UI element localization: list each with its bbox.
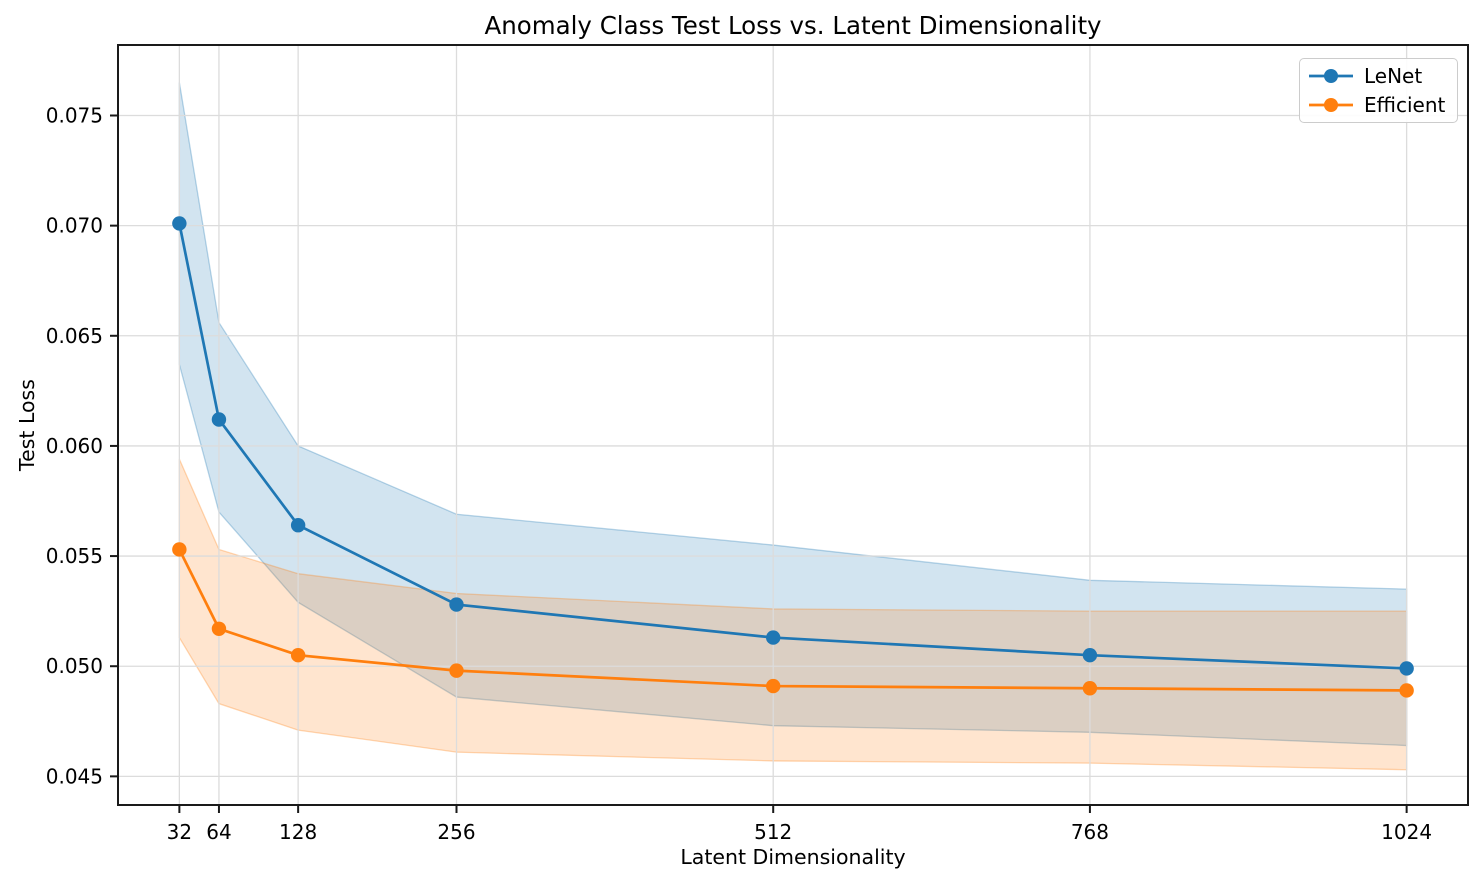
marker-Efficient bbox=[211, 621, 227, 636]
y-tick-label: 0.060 bbox=[46, 434, 103, 458]
marker-LeNet bbox=[172, 216, 187, 231]
lenet-line-swatch bbox=[1309, 69, 1353, 83]
legend-label-lenet: LeNet bbox=[1364, 64, 1423, 88]
x-tick-label: 256 bbox=[437, 820, 475, 844]
marker-LeNet bbox=[449, 597, 464, 612]
marker-Efficient bbox=[1082, 681, 1098, 696]
legend-item-lenet: LeNet bbox=[1308, 62, 1449, 91]
efficient-line-swatch bbox=[1309, 98, 1353, 112]
axis-ticks: 32 64 128 256 512 768 1024 0.045 0.050 0.055 0.060… bbox=[46, 103, 1432, 844]
legend-label-efficient: Efficient bbox=[1364, 93, 1446, 117]
axes-spines bbox=[117, 44, 1469, 806]
marker-LeNet bbox=[766, 630, 781, 645]
marker-Efficient bbox=[1399, 683, 1414, 698]
gridlines bbox=[118, 45, 1468, 805]
y-tick-label: 0.045 bbox=[46, 764, 103, 788]
x-axis-label: Latent Dimensionality bbox=[680, 845, 906, 869]
legend: LeNet Efficient bbox=[1299, 58, 1458, 123]
legend-item-efficient: Efficient bbox=[1308, 91, 1449, 120]
marker-Efficient bbox=[290, 648, 306, 663]
marker-Efficient bbox=[449, 663, 464, 678]
marker-LeNet bbox=[1399, 661, 1414, 676]
y-tick-label: 0.070 bbox=[46, 214, 103, 238]
marker-LeNet bbox=[211, 412, 227, 427]
marker-LeNet bbox=[290, 518, 306, 533]
marker-Efficient bbox=[172, 542, 187, 557]
series-LeNet bbox=[172, 216, 1414, 676]
x-tick-label: 768 bbox=[1071, 820, 1109, 844]
chart-title: Anomaly Class Test Loss vs. Latent Dimen… bbox=[484, 11, 1102, 40]
y-tick-label: 0.075 bbox=[46, 103, 103, 127]
marker-Efficient bbox=[766, 678, 781, 694]
y-tick-label: 0.065 bbox=[46, 324, 103, 348]
x-tick-label: 64 bbox=[206, 820, 231, 844]
x-tick-label: 512 bbox=[754, 820, 792, 844]
y-tick-label: 0.055 bbox=[46, 544, 103, 568]
series-Efficient bbox=[172, 542, 1414, 698]
x-tick-label: 128 bbox=[279, 820, 317, 844]
x-tick-label: 1024 bbox=[1381, 820, 1432, 844]
marker-LeNet bbox=[1082, 648, 1098, 663]
x-tick-label: 32 bbox=[167, 820, 192, 844]
y-tick-label: 0.050 bbox=[46, 654, 103, 678]
